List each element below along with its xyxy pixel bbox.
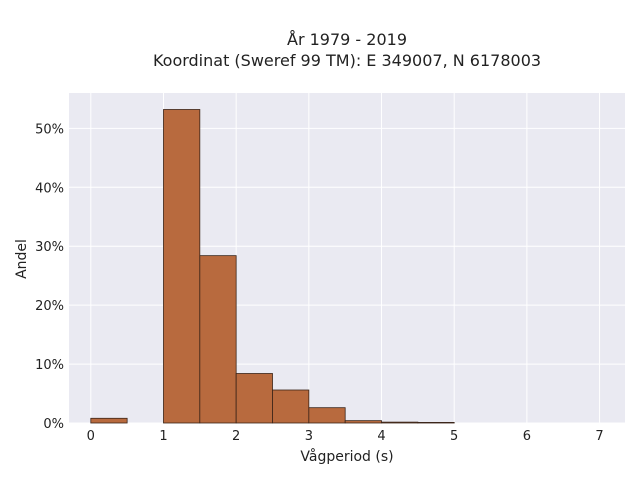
x-tick-label: 4 (377, 429, 385, 444)
y-axis-label: Andel (14, 239, 30, 279)
y-tick-label: 10% (35, 358, 64, 373)
y-tick-label: 50% (35, 122, 64, 137)
histogram-bar (381, 421, 419, 424)
y-axis-ticks: 0% 10% 20% 30% 40% 50% (35, 122, 64, 432)
y-tick-label: 20% (35, 299, 64, 314)
chart-subtitle: Koordinat (Sweref 99 TM): E 349007, N 61… (153, 51, 541, 70)
histogram-bar (272, 389, 310, 424)
x-tick-label: 3 (305, 429, 313, 444)
histogram-bar (417, 422, 455, 424)
histogram-bar (163, 109, 201, 424)
histogram-bar (308, 407, 346, 424)
histogram-bar (344, 420, 382, 424)
x-axis-label: Vågperiod (s) (300, 448, 393, 465)
x-tick-label: 5 (450, 429, 458, 444)
y-tick-label: 0% (43, 417, 64, 432)
x-tick-label: 2 (232, 429, 240, 444)
x-tick-label: 0 (87, 429, 95, 444)
chart-title: År 1979 - 2019 (287, 30, 407, 49)
histogram-bar (199, 255, 237, 424)
x-tick-label: 6 (523, 429, 531, 444)
histogram-bar (235, 373, 273, 424)
histogram-bar (90, 417, 128, 424)
x-tick-label: 1 (159, 429, 167, 444)
grid (69, 93, 625, 424)
plot-area (69, 93, 625, 423)
y-tick-label: 30% (35, 240, 64, 255)
bars (90, 109, 455, 424)
x-tick-label: 7 (595, 429, 603, 444)
x-axis-ticks: 0 1 2 3 4 5 6 7 (87, 429, 604, 444)
y-tick-label: 40% (35, 181, 64, 196)
